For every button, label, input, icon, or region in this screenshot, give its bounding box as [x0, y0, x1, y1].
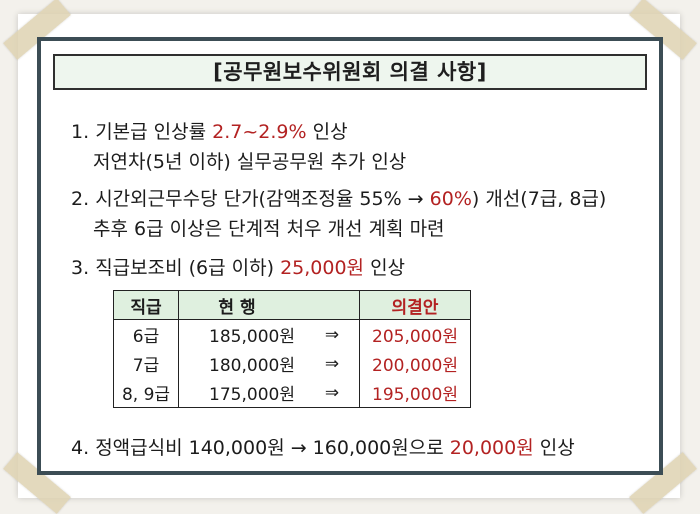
- arrow-icon: ⇒: [324, 324, 340, 345]
- cell-grade: 6급: [113, 319, 179, 349]
- item-4: 4. 정액급식비 140,000원 → 160,000원으로 20,000원 인…: [71, 433, 575, 460]
- item-text: ) 개선(7급, 8급): [471, 188, 607, 210]
- table-row: 8, 9급 175,000원 ⇒ 195,000원: [113, 378, 471, 408]
- arrow-icon: ⇒: [305, 378, 360, 408]
- item-text: 정액급식비 140,000원 → 160,000원으로: [95, 437, 450, 459]
- item-2-sub: 추후 6급 이상은 단계적 처우 개선 계획 마련: [93, 214, 445, 241]
- item-highlight: 20,000원: [449, 437, 534, 459]
- cell-current: 175,000원: [178, 378, 305, 408]
- cell-proposed: 205,000원: [359, 319, 471, 349]
- cell-proposed: 200,000원: [359, 349, 471, 378]
- header-current: 현 행: [178, 290, 305, 320]
- cell-proposed: 195,000원: [359, 378, 471, 408]
- table-header-row: 직급 현 행 의결안: [113, 290, 471, 320]
- item-text: 인상: [364, 257, 406, 279]
- item-subtext: 저연차(5년 이하) 실무공무원 추가 인상: [93, 151, 407, 173]
- item-highlight: 60%: [429, 188, 472, 210]
- item-number: 3.: [71, 257, 90, 279]
- item-number: 2.: [71, 188, 90, 210]
- header-proposed: 의결안: [359, 290, 471, 320]
- cell-current: 180,000원: [209, 356, 295, 376]
- item-2: 2. 시간외근무수당 단가(감액조정율 55% → 60%) 개선(7급, 8급…: [71, 184, 606, 211]
- item-text: 기본급 인상률: [95, 121, 213, 143]
- item-text: 인상: [306, 121, 348, 143]
- item-highlight: 2.7~2.9%: [212, 121, 307, 143]
- table-row: 7급 180,000원 ⇒ 200,000원: [113, 349, 471, 378]
- item-text: 직급보조비 (6급 이하): [95, 257, 281, 279]
- item-3: 3. 직급보조비 (6급 이하) 25,000원 인상: [71, 253, 405, 280]
- document-frame: [공무원보수위원회 의결 사항] 1. 기본급 인상률 2.7~2.9% 인상 …: [37, 37, 663, 475]
- item-text: 인상: [533, 437, 575, 459]
- allowance-table: 직급 현 행 의결안 6급 185,000원 ⇒ 205,000원 7급 180…: [113, 290, 471, 408]
- item-highlight: 25,000원: [280, 257, 365, 279]
- page-title: [공무원보수위원회 의결 사항]: [53, 54, 647, 90]
- item-1: 1. 기본급 인상률 2.7~2.9% 인상: [71, 117, 348, 144]
- item-number: 1.: [71, 121, 90, 143]
- header-grade: 직급: [113, 290, 179, 320]
- item-number: 4.: [71, 437, 90, 459]
- cell-current: 185,000원: [209, 327, 295, 347]
- arrow-icon: ⇒: [324, 353, 340, 374]
- item-1-sub: 저연차(5년 이하) 실무공무원 추가 인상: [93, 147, 406, 174]
- header-arrow-spacer: [305, 290, 360, 320]
- cell-grade: 8, 9급: [113, 378, 179, 408]
- cell-grade: 7급: [113, 349, 179, 378]
- table-row: 6급 185,000원 ⇒ 205,000원: [113, 319, 471, 349]
- item-subtext: 추후 6급 이상은 단계적 처우 개선 계획 마련: [93, 218, 445, 240]
- item-text: 시간외근무수당 단가(감액조정율 55% →: [95, 188, 430, 210]
